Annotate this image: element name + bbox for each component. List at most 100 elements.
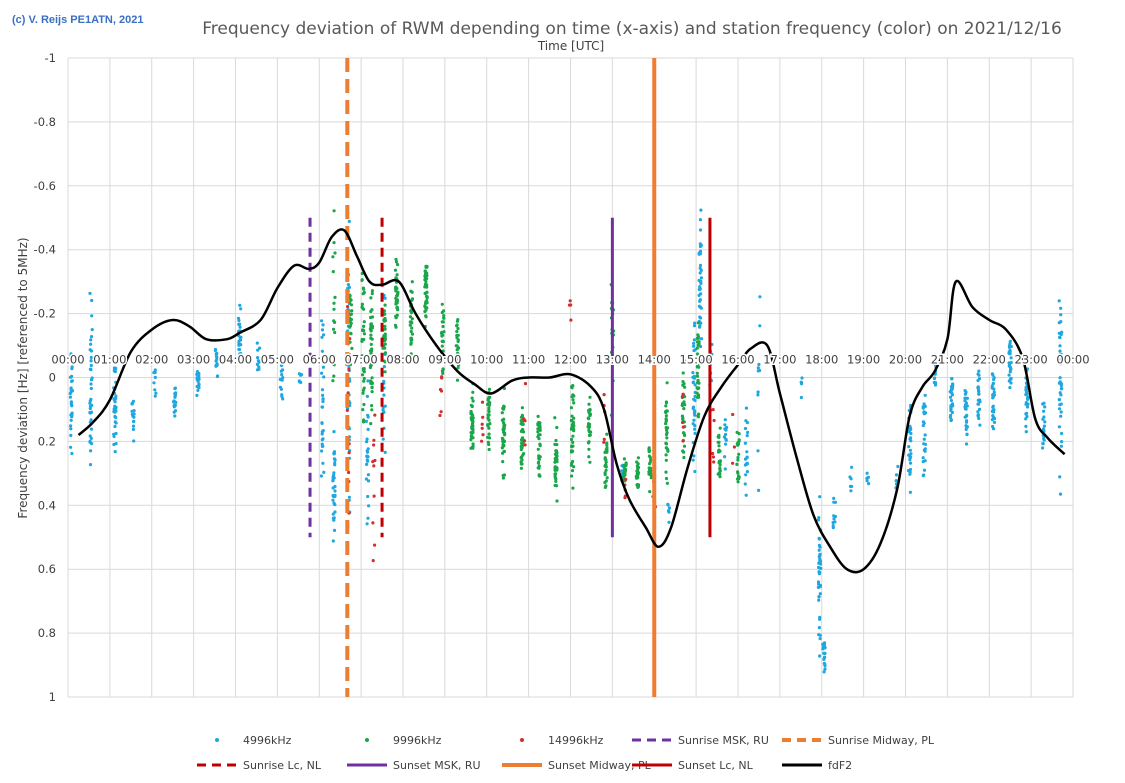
data-point-s4996 <box>692 341 696 345</box>
data-point-s4996 <box>724 428 728 432</box>
data-point-s9996 <box>588 413 592 417</box>
data-point-s9996 <box>395 273 399 277</box>
data-point-s9996 <box>424 279 428 284</box>
data-point-s4996 <box>1058 344 1062 348</box>
legend-label: fdF2 <box>828 759 852 772</box>
data-point-s9996 <box>538 442 542 446</box>
data-point-s4996 <box>332 528 337 533</box>
data-point-s9996 <box>442 316 446 320</box>
data-point-s9996 <box>409 311 413 315</box>
data-point-s9996 <box>569 418 574 422</box>
data-point-s9996 <box>569 463 574 467</box>
data-point-s9996 <box>682 431 686 436</box>
data-point-s9996 <box>636 483 641 487</box>
data-point-s4996 <box>908 458 912 462</box>
data-point-s4996 <box>69 354 73 358</box>
data-point-s4996 <box>923 449 927 453</box>
data-point-s4996 <box>933 383 938 387</box>
data-point-s4996 <box>89 359 93 363</box>
data-point-s9996 <box>718 469 722 473</box>
data-point-s9996 <box>502 429 506 433</box>
data-point-s9996 <box>455 323 459 327</box>
data-point-s4996 <box>365 450 370 454</box>
data-point-s4996 <box>365 454 369 458</box>
data-point-s4996 <box>90 442 94 446</box>
data-point-s14996 <box>347 470 351 475</box>
data-point-s9996 <box>572 401 576 405</box>
data-point-s9996 <box>350 309 354 313</box>
data-point-s4996 <box>331 498 335 502</box>
data-point-s4996 <box>332 430 336 434</box>
data-point-s9996 <box>369 309 373 314</box>
data-point-s9996 <box>553 465 557 469</box>
data-point-s4996 <box>88 434 92 438</box>
data-point-s9996 <box>520 462 524 466</box>
data-point-s4996 <box>1057 321 1061 325</box>
data-point-s4996 <box>724 442 728 446</box>
data-point-s9996 <box>487 436 492 440</box>
data-point-s9996 <box>502 426 506 430</box>
data-point-s4996 <box>724 438 728 442</box>
data-point-s9996 <box>383 346 387 350</box>
data-point-s4996 <box>992 390 996 394</box>
legend-item-sunrise_msk: Sunrise MSK, RU <box>632 734 769 747</box>
legend-label: 9996kHz <box>393 734 442 747</box>
data-point-s4996 <box>196 388 200 392</box>
data-point-s4996 <box>699 316 703 320</box>
data-point-s4996 <box>693 394 697 398</box>
data-point-s4996 <box>89 368 93 372</box>
data-point-s4996 <box>745 455 749 459</box>
data-point-s9996 <box>425 277 429 281</box>
data-point-s4996 <box>320 328 325 332</box>
y-tick-label: -0.4 <box>34 243 56 257</box>
data-point-s9996 <box>487 447 491 452</box>
data-point-s4996 <box>320 449 324 453</box>
data-point-s4996 <box>239 307 243 311</box>
data-point-s4996 <box>992 420 997 424</box>
data-point-s9996 <box>648 455 652 459</box>
data-point-s4996 <box>1009 356 1013 360</box>
data-point-s9996 <box>536 414 540 418</box>
data-point-s4996 <box>297 379 301 383</box>
data-point-s4996 <box>667 506 672 510</box>
data-point-s9996 <box>588 460 592 464</box>
data-point-s4996 <box>697 293 701 297</box>
data-point-s9996 <box>519 456 523 460</box>
data-point-s9996 <box>409 341 413 345</box>
data-point-s9996 <box>350 346 354 350</box>
data-point-s4996 <box>195 393 199 397</box>
data-point-s4996 <box>692 418 696 422</box>
data-point-s9996 <box>571 398 575 402</box>
data-point-s9996 <box>737 475 741 479</box>
data-point-s4996 <box>214 354 218 359</box>
data-point-s4996 <box>320 432 324 436</box>
x-tick-label: 05:00 <box>261 353 294 367</box>
data-point-s9996 <box>636 475 640 479</box>
data-point-s9996 <box>396 308 400 312</box>
x-tick-label: 20:00 <box>889 353 922 367</box>
data-point-s9996 <box>538 424 542 428</box>
data-point-s4996 <box>1026 396 1030 400</box>
data-point-s4996 <box>991 424 995 429</box>
x-tick-label: 04:00 <box>219 353 252 367</box>
data-point-s4996 <box>89 386 93 391</box>
x-tick-label: 07:00 <box>345 353 378 367</box>
data-point-s14996 <box>480 422 484 426</box>
data-point-s4996 <box>153 394 157 398</box>
x-tick-label: 00:00 <box>1056 353 1089 367</box>
data-point-s9996 <box>555 499 559 503</box>
data-point-s4996 <box>90 298 94 303</box>
data-point-s9996 <box>588 395 592 399</box>
data-point-s4996 <box>1060 330 1064 334</box>
data-point-s4996 <box>69 427 73 431</box>
data-point-s9996 <box>605 443 609 447</box>
data-point-s4996 <box>238 303 242 307</box>
data-point-s14996 <box>345 408 349 412</box>
data-point-s4996 <box>1025 411 1029 415</box>
data-point-s4996 <box>965 425 970 429</box>
data-point-s9996 <box>520 406 525 410</box>
data-point-s4996 <box>113 406 117 410</box>
data-point-s4996 <box>281 376 285 380</box>
data-point-s4996 <box>699 337 704 341</box>
data-point-s9996 <box>571 459 575 464</box>
